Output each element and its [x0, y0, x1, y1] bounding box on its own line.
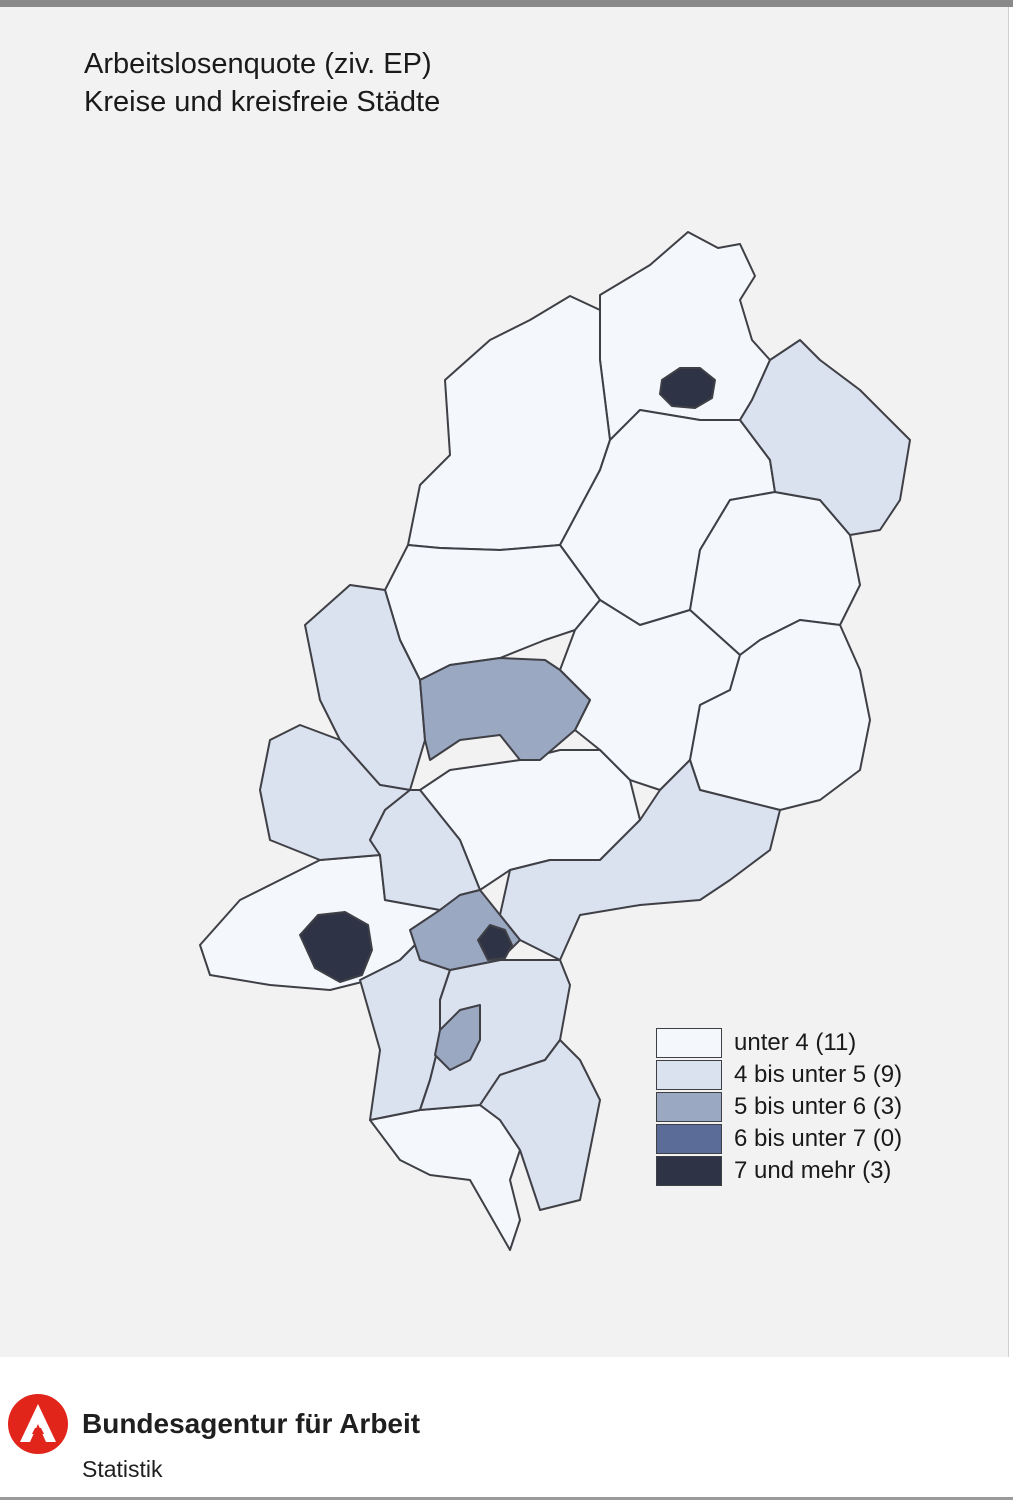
district-region-east[interactable]: [689, 619, 871, 811]
map-title: Arbeitslosenquote (ziv. EP) Kreise und k…: [84, 45, 440, 121]
district-region-south-small[interactable]: [434, 1004, 481, 1071]
brand-subtitle: Statistik: [82, 1456, 163, 1482]
district-region-northeast[interactable]: [739, 339, 911, 536]
bottom-rule: [0, 1497, 1013, 1500]
footer: [0, 1358, 1013, 1500]
legend-item: unter 4 (11): [656, 1027, 902, 1059]
legend-label: 6 bis unter 7 (0): [734, 1125, 903, 1152]
map-title-line-1: Arbeitslosenquote (ziv. EP): [84, 48, 432, 80]
district-region-center[interactable]: [419, 657, 591, 761]
choropleth-map: [199, 231, 911, 1251]
district-city-west[interactable]: [299, 911, 373, 983]
legend-item: 4 bis unter 5 (9): [656, 1059, 902, 1091]
legend-swatch: [656, 1028, 722, 1058]
map-title-line-2: Kreise und kreisfreie Städte: [84, 86, 441, 118]
district-city-north[interactable]: [659, 367, 716, 409]
district-city-center-south[interactable]: [477, 924, 513, 961]
district-region-south-east[interactable]: [479, 1039, 601, 1211]
district-region-north[interactable]: [599, 231, 771, 441]
legend-label: 7 und mehr (3): [734, 1157, 892, 1184]
map-panel: Arbeitslosenquote (ziv. EP) Kreise und k…: [0, 7, 1009, 1357]
legend-label: unter 4 (11): [734, 1029, 857, 1056]
legend-item: 5 bis unter 6 (3): [656, 1091, 902, 1123]
legend-label: 4 bis unter 5 (9): [734, 1061, 903, 1088]
brand-name: Bundesagentur für Arbeit: [82, 1408, 421, 1439]
legend-swatch: [656, 1156, 722, 1186]
top-rule: [0, 0, 1013, 7]
legend-item: 6 bis unter 7 (0): [656, 1123, 902, 1155]
ba-logo-icon: [8, 1394, 68, 1454]
legend-swatch: [656, 1124, 722, 1154]
legend-swatch: [656, 1092, 722, 1122]
map-legend: unter 4 (11) 4 bis unter 5 (9) 5 bis unt…: [656, 1027, 902, 1187]
district-region-main-east[interactable]: [499, 759, 781, 961]
legend-label: 5 bis unter 6 (3): [734, 1093, 903, 1120]
legend-swatch: [656, 1060, 722, 1090]
district-region-south[interactable]: [369, 1104, 521, 1251]
legend-item: 7 und mehr (3): [656, 1155, 902, 1187]
